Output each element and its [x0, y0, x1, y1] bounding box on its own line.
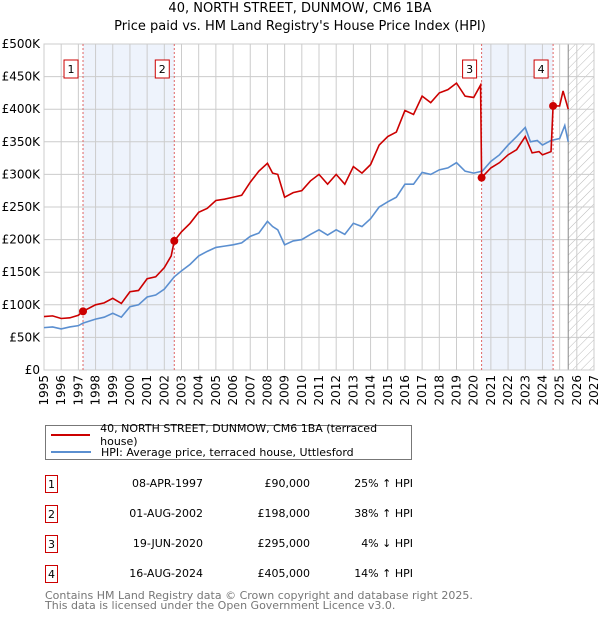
y-tick-label: £150K — [2, 265, 42, 279]
y-tick-label: £0 — [25, 363, 40, 377]
transaction-price: £405,000 — [257, 567, 311, 580]
x-tick-label: 2016 — [398, 375, 412, 406]
hpi-line — [43, 122, 570, 330]
x-tick-label: 2006 — [226, 375, 240, 406]
sale-marker-box — [533, 59, 549, 79]
chart-title: 40, NORTH STREET, DUNMOW, CM6 1BA — [168, 1, 432, 16]
x-tick-label: 1996 — [54, 375, 68, 406]
transaction-date: 01-AUG-2002 — [129, 507, 203, 520]
transaction-price: £90,000 — [264, 477, 311, 490]
transaction-marker: 4 — [45, 565, 58, 583]
x-tick-label: 2008 — [260, 375, 274, 406]
x-tick-label: 1997 — [71, 375, 85, 406]
sale-marker-box — [154, 59, 170, 79]
x-tick-label: 1995 — [37, 375, 51, 406]
x-tick-label: 2009 — [278, 375, 292, 406]
x-tick-label: 2002 — [157, 375, 171, 406]
y-tick-label: £500K — [2, 37, 42, 51]
x-tick-label: 2022 — [501, 375, 515, 406]
legend-swatch-property — [51, 434, 91, 436]
sale-marker-label: 4 — [538, 63, 545, 76]
x-tick-label: 2024 — [535, 375, 549, 406]
x-tick-label: 2021 — [484, 375, 498, 406]
transaction-price: £295,000 — [257, 537, 311, 550]
y-tick-label: £450K — [2, 70, 42, 84]
x-tick-label: 2020 — [467, 375, 481, 406]
x-tick-label: 2018 — [432, 375, 446, 406]
transaction-hpi-diff: 25% ↑ HPI — [354, 477, 413, 490]
x-tick-label: 1998 — [89, 375, 103, 406]
legend-swatch-hpi — [51, 451, 91, 453]
property-price-line — [43, 81, 569, 320]
x-tick-label: 2001 — [140, 375, 154, 406]
transaction-row: 2 01-AUG-2002 £198,000 38% ↑ HPI — [45, 505, 465, 525]
sale-marker-label: 1 — [68, 63, 75, 76]
y-tick-label: £200K — [2, 233, 42, 247]
sale-marker-box — [63, 59, 79, 79]
transaction-date: 16-AUG-2024 — [129, 567, 203, 580]
x-tick-label: 2004 — [192, 375, 206, 406]
sale-marker-box — [462, 59, 478, 79]
y-tick-label: £250K — [2, 200, 42, 214]
x-tick-label: 2027 — [587, 375, 600, 406]
x-tick-label: 2003 — [175, 375, 189, 406]
x-tick-label: 2012 — [329, 375, 343, 406]
legend: 40, NORTH STREET, DUNMOW, CM6 1BA (terra… — [45, 422, 412, 460]
transaction-hpi-diff: 4% ↓ HPI — [361, 537, 413, 550]
x-tick-label: 2010 — [295, 375, 309, 406]
sale-point — [549, 101, 558, 110]
transaction-row: 3 19-JUN-2020 £295,000 4% ↓ HPI — [45, 535, 465, 555]
x-tick-label: 2025 — [553, 375, 567, 406]
transaction-row: 4 16-AUG-2024 £405,000 14% ↑ HPI — [45, 565, 465, 585]
x-tick-label: 2023 — [518, 375, 532, 406]
x-tick-label: 2014 — [364, 375, 378, 406]
transaction-marker: 2 — [45, 505, 58, 523]
x-tick-label: 2013 — [346, 375, 360, 406]
y-tick-label: £50K — [9, 330, 41, 344]
x-tick-label: 2017 — [415, 375, 429, 406]
chart-subtitle: Price paid vs. HM Land Registry's House … — [114, 19, 486, 34]
transaction-date: 08-APR-1997 — [131, 477, 203, 490]
transaction-date: 19-JUN-2020 — [132, 537, 203, 550]
y-tick-label: £100K — [2, 298, 42, 312]
price-chart: £0 £50K £100K £150K £200K £250K £300K £350K £400… — [2, 37, 600, 406]
y-tick-label: £300K — [2, 167, 42, 181]
transaction-hpi-diff: 38% ↑ HPI — [354, 507, 413, 520]
transaction-marker: 1 — [45, 475, 58, 493]
x-tick-label: 2000 — [123, 375, 137, 406]
sale-point — [79, 307, 88, 316]
sale-point — [170, 236, 179, 245]
x-tick-label: 2019 — [450, 375, 464, 406]
sale-marker-label: 2 — [159, 63, 166, 76]
plot-frame — [43, 43, 595, 371]
transaction-price: £198,000 — [257, 507, 311, 520]
legend-label-hpi: HPI: Average price, terraced house, Uttl… — [101, 445, 354, 459]
y-tick-label: £350K — [2, 135, 42, 149]
footer-licence: This data is licensed under the Open Gov… — [45, 599, 396, 612]
sale-marker-label: 3 — [466, 63, 473, 76]
footer-copyright: Contains HM Land Registry data © Crown c… — [45, 589, 473, 602]
x-tick-label: 2011 — [312, 375, 326, 406]
x-tick-label: 1999 — [106, 375, 120, 406]
transaction-marker: 3 — [45, 535, 58, 553]
x-tick-label: 2005 — [209, 375, 223, 406]
x-tick-label: 2026 — [570, 375, 584, 406]
x-tick-label: 2007 — [243, 375, 257, 406]
x-tick-label: 2015 — [381, 375, 395, 406]
y-tick-label: £400K — [2, 102, 42, 116]
transaction-row: 1 08-APR-1997 £90,000 25% ↑ HPI — [45, 475, 465, 495]
sale-point — [477, 173, 486, 182]
transaction-hpi-diff: 14% ↑ HPI — [354, 567, 413, 580]
legend-label-property: 40, NORTH STREET, DUNMOW, CM6 1BA (terra… — [100, 422, 378, 448]
